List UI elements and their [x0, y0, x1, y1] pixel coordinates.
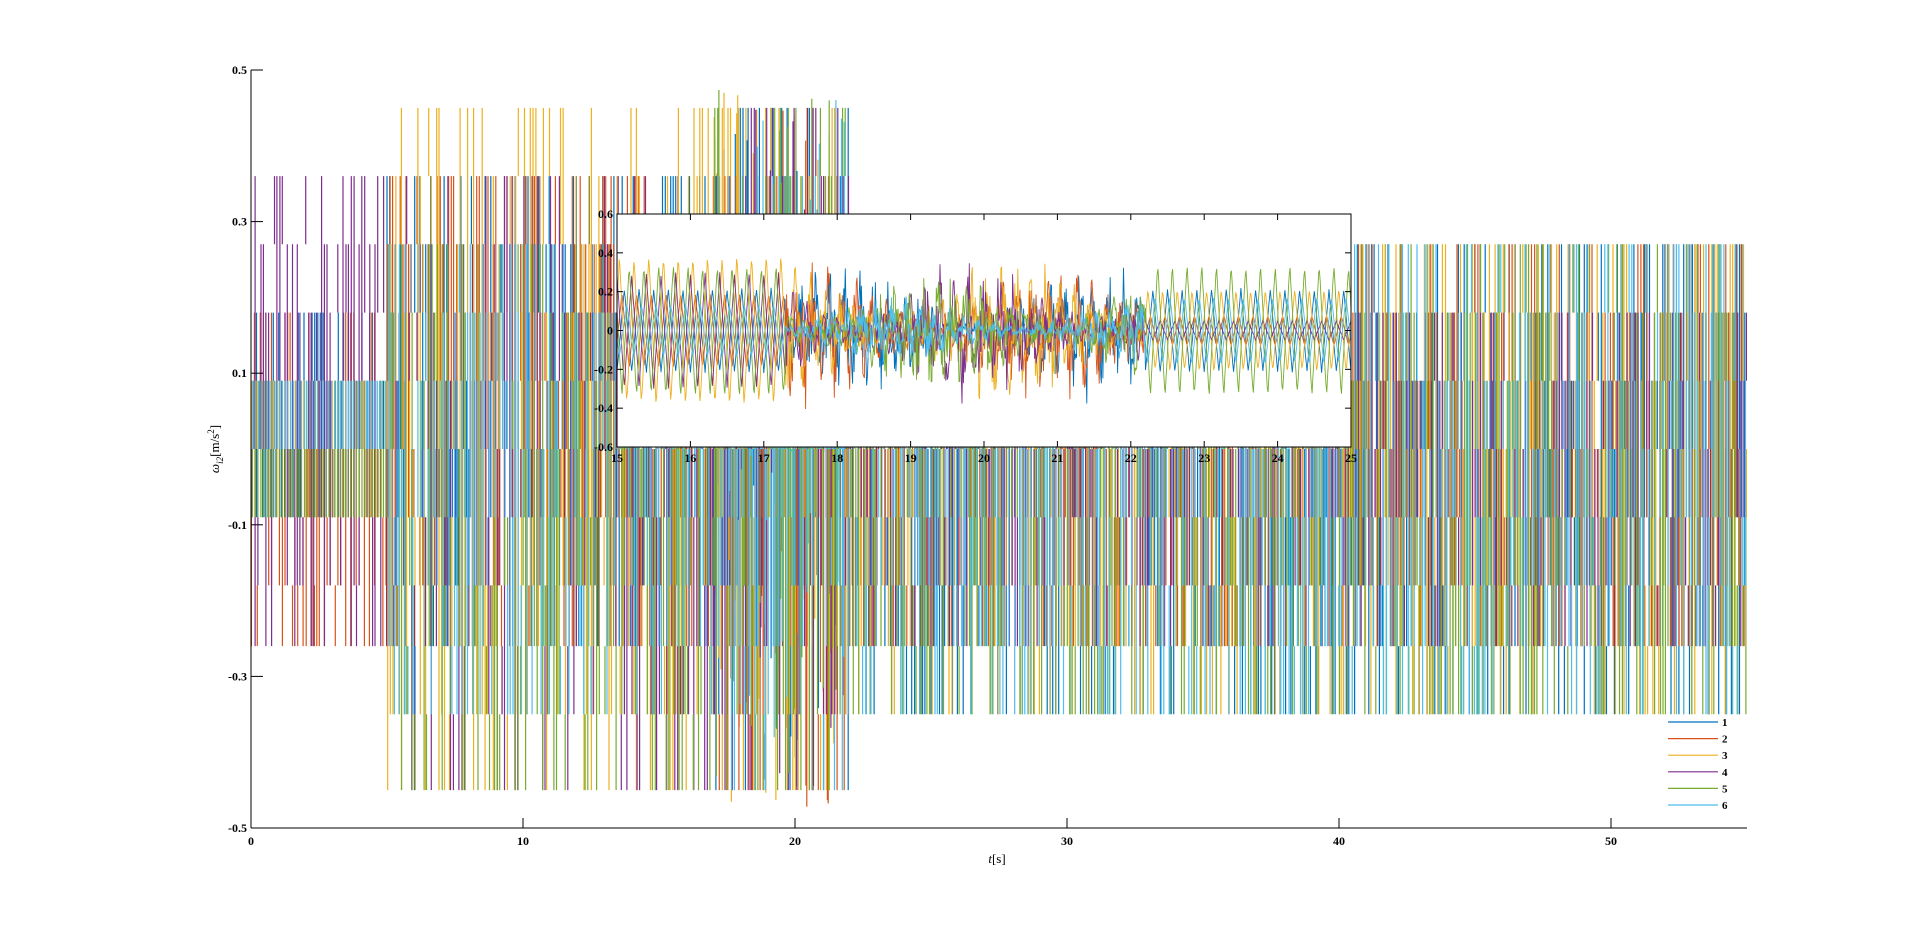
inset-x-tick-label: 21: [1051, 451, 1063, 465]
main-y-axis-symbol: ω: [207, 464, 222, 473]
inset-y-tick-label: -0.2: [594, 362, 613, 376]
main-y-tick-label: 0.1: [232, 366, 247, 380]
legend: 1 2 3 4 5 6: [1668, 717, 1728, 812]
main-x-tick-label: 0: [248, 834, 254, 848]
main-axes: [250, 70, 1747, 829]
inset-plot-series: [617, 258, 1351, 410]
main-y-tick-label: -0.1: [228, 518, 247, 532]
main-y-axis-subscript: i2: [215, 456, 225, 464]
main-y-tick-label: 0.5: [232, 63, 247, 77]
inset-y-tick-label: 0.6: [598, 207, 613, 221]
legend-label-3: 3: [1722, 750, 1728, 762]
main-x-tick-label: 20: [789, 834, 801, 848]
main-y-axis-title: ωi2[m/s2]: [206, 425, 225, 473]
main-y-tick-label: -0.5: [228, 821, 247, 835]
inset-y-tick-label: 0: [607, 324, 613, 338]
inset-y-tick-label: -0.6: [594, 440, 613, 454]
legend-label-1: 1: [1722, 717, 1728, 729]
inset-x-tick-label: 25: [1345, 451, 1357, 465]
main-y-ticks: -0.5 -0.3 -0.1 0.1 0.3 0.5: [228, 63, 263, 835]
inset-y-ticks: -0.6 -0.4 -0.2 0 0.2 0.4 0.6: [594, 207, 1351, 454]
inset-x-tick-label: 15: [611, 451, 623, 465]
inset-y-tick-label: -0.4: [594, 401, 613, 415]
main-x-tick-label: 10: [517, 834, 529, 848]
main-x-axis-unit: [s]: [992, 851, 1006, 866]
main-x-ticks: 0 10 20 30 40 50: [248, 818, 1617, 848]
inset-series-1-line: [617, 267, 1351, 404]
legend-label-6: 6: [1722, 800, 1728, 812]
main-y-axis-superscript: 2: [206, 429, 216, 434]
inset-series-5-line: [617, 267, 1351, 394]
main-y-axis-unit: [m/s: [207, 434, 222, 457]
main-x-axis-title: t[s]: [988, 851, 1005, 866]
inset-x-tick-label: 16: [684, 451, 696, 465]
legend-label-5: 5: [1722, 783, 1728, 795]
main-chart: 0 10 20 30 40 50 -0.5-0.3-0.10.10.30.5 t[s] ω…: [206, 63, 1747, 866]
main-y-axis-unit-close: ]: [207, 425, 222, 429]
inset-x-tick-label: 18: [831, 451, 843, 465]
inset-x-tick-label: 17: [758, 451, 770, 465]
main-x-tick-label: 30: [1061, 834, 1073, 848]
legend-label-2: 2: [1722, 734, 1728, 746]
inset-x-tick-label: 19: [905, 451, 917, 465]
inset-x-tick-label: 24: [1272, 451, 1284, 465]
inset-chart: 15 16 17 18 19 20 21 22 23 24 25 -0.6 -0.4 -0.2 0 0.2 0…: [594, 207, 1357, 465]
inset-x-ticks: 15 16 17 18 19 20 21 22 23 24 25: [611, 214, 1357, 465]
inset-x-tick-label: 20: [978, 451, 990, 465]
inset-y-tick-label: 0.4: [598, 246, 613, 260]
main-y-tick-label: 0.3: [232, 215, 247, 229]
legend-label-4: 4: [1722, 767, 1728, 779]
inset-series-6-line: [617, 296, 1351, 364]
main-x-tick-label: 40: [1333, 834, 1345, 848]
main-x-tick-label: 50: [1605, 834, 1617, 848]
inset-x-tick-label: 23: [1198, 451, 1210, 465]
inset-y-tick-label: 0.2: [598, 285, 613, 299]
main-x-axis-symbol: t: [988, 851, 992, 866]
main-y-tick-label: -0.3: [228, 669, 247, 683]
inset-x-tick-label: 22: [1125, 451, 1137, 465]
